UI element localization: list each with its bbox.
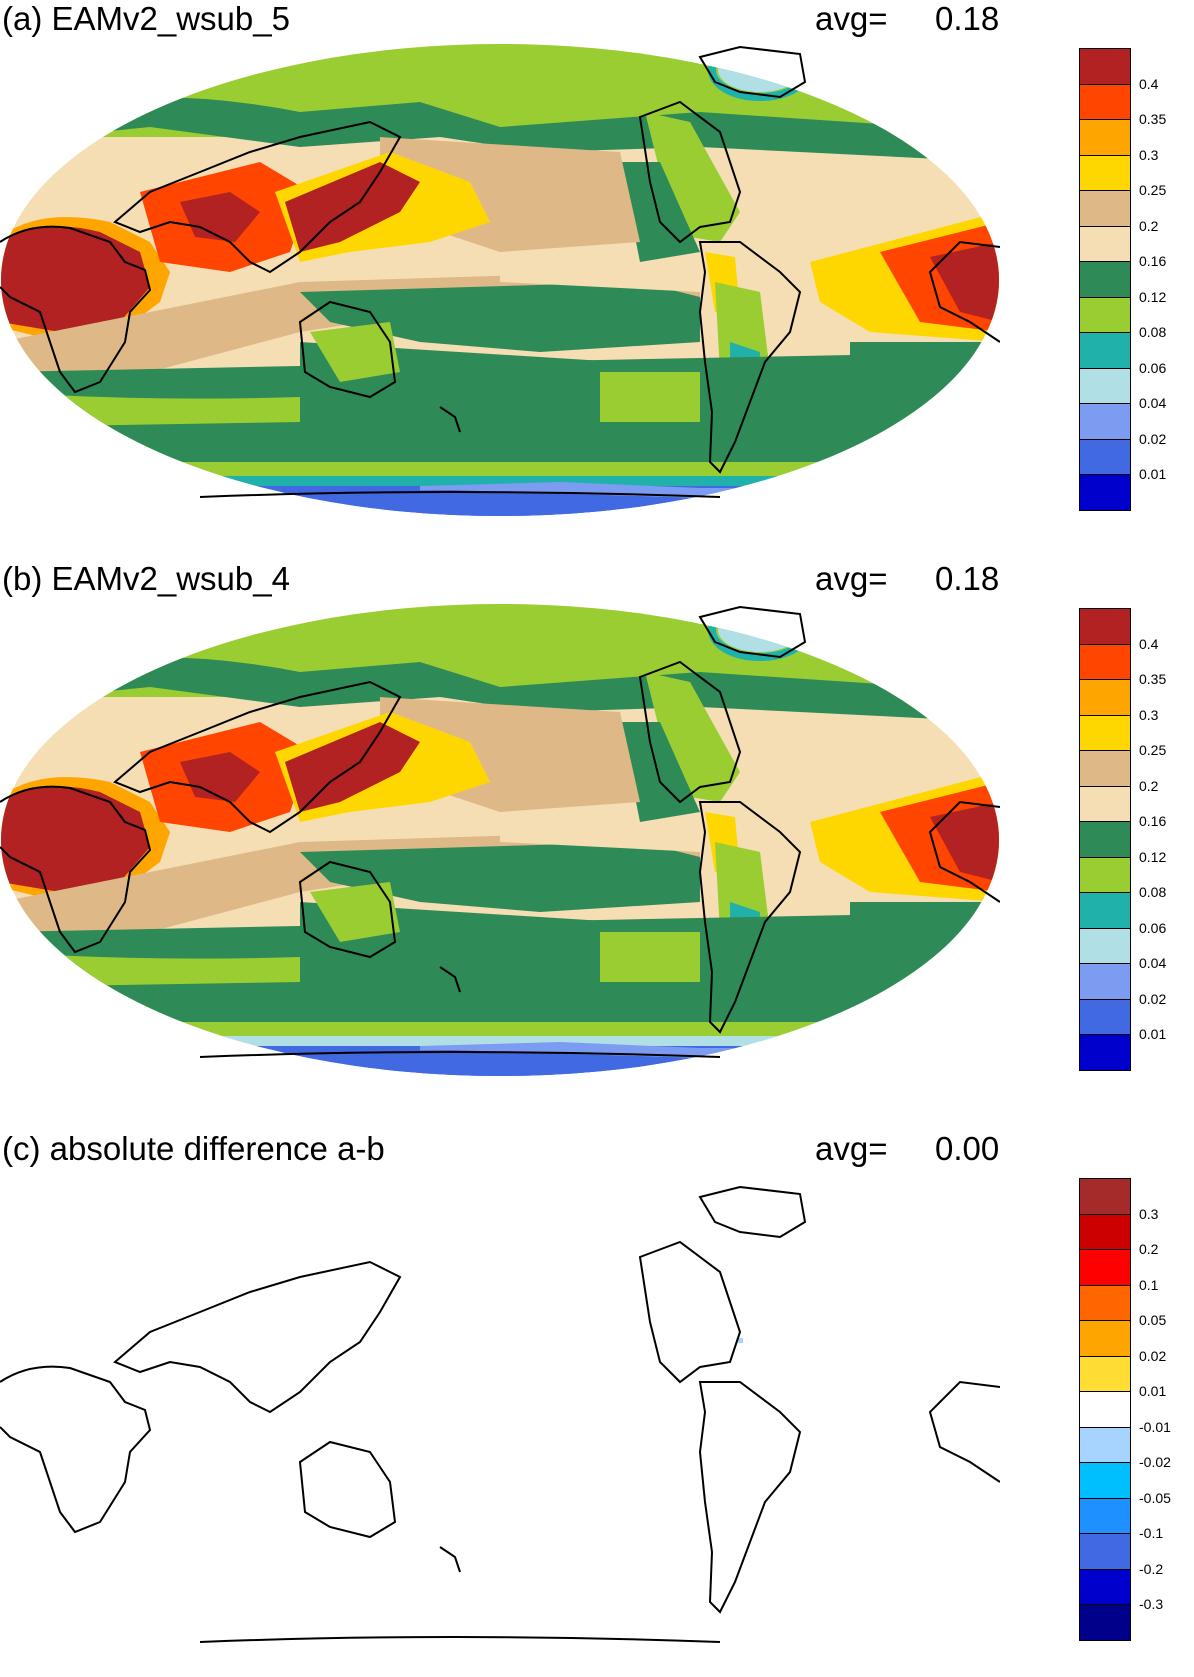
colorbar-swatch [1079,1213,1131,1250]
colorbar-tick-label: -0.1 [1139,1525,1164,1541]
colorbar-tick-label: 0.08 [1139,884,1167,900]
colorbar-swatch [1079,963,1131,1000]
colorbar-tick-label: 0.16 [1139,253,1167,269]
avg-value: 0.18 [935,560,1000,597]
coastlines [0,1185,1000,1643]
colorbar-tick-label: 0.06 [1139,919,1167,936]
colorbar-swatch [1079,927,1131,964]
colorbar-tick-label: 0.1 [1139,1276,1159,1293]
colorbar-swatch [1079,1320,1131,1357]
colorbar-tick-label: -0.2 [1139,1560,1164,1577]
colorbar-swatch [1079,119,1131,156]
colorbar-swatch [1079,332,1131,369]
colorbar-swatch [1079,83,1131,120]
colorbar-tick-label: 0.4 [1139,635,1159,652]
colorbar-swatch [1079,403,1131,440]
avg-label: avg= [815,560,888,597]
colorbar-swatch [1079,1533,1131,1570]
field-layer [1,1174,999,1666]
colorbar-tick-label: 0.4 [1139,75,1159,92]
colorbar-swatch [1079,1497,1131,1534]
colorbar-tick-label: 0.02 [1139,990,1167,1007]
colorbar-swatch [1079,1462,1131,1499]
colorbar-tick-label: 0.04 [1139,955,1167,971]
colorbar-tick-label: 0.2 [1139,777,1159,794]
colorbar-swatch [1079,1284,1131,1321]
map-a [0,44,1000,516]
colorbar-swatch [1079,48,1131,85]
panel-title: (c) absolute difference a-b [2,1130,385,1167]
avg-value: 0.00 [935,1130,1000,1167]
colorbar-swatch [1079,714,1131,751]
colorbar-tick-label: 0.06 [1139,359,1167,376]
colorbar-tick-label: -0.02 [1139,1454,1171,1470]
colorbar-tick-label: -0.3 [1139,1596,1164,1612]
colorbar-swatch [1079,679,1131,716]
colorbar-tick-label: 0.3 [1139,1205,1159,1222]
colorbar-swatch [1079,296,1131,333]
colorbar-tick-label: 0.02 [1139,430,1167,447]
colorbar-tick-label: 0.3 [1139,706,1159,723]
colorbar-swatch [1079,1426,1131,1463]
colorbar-tick-label: 0.08 [1139,324,1167,340]
colorbar-tick-label: 0.01 [1139,1026,1167,1042]
colorbar-tick-label: 0.01 [1139,1383,1167,1399]
colorbar-tick-label: 0.05 [1139,1312,1167,1328]
colorbar-swatch [1079,261,1131,298]
colorbar-swatch [1079,1178,1131,1215]
colorbar-swatch [1079,821,1131,858]
panel-b: (b) EAMv2_wsub_4 avg= 0.18 [0,560,1194,1100]
panel-title: (b) EAMv2_wsub_4 [2,560,290,597]
colorbar-swatch [1079,225,1131,262]
panel-title: (a) EAMv2_wsub_5 [2,0,290,37]
avg-label: avg= [815,0,888,37]
map-b [0,604,1000,1076]
coastlines [0,605,1000,1058]
panel-a: (a) EAMv2_wsub_5 avg= 0.18 [0,0,1194,535]
colorbar-swatch [1079,438,1131,475]
colorbar-swatch [1079,643,1131,680]
small-negative-cell [738,1338,743,1343]
colorbar-swatch [1079,474,1131,511]
field-layer [1,44,999,516]
colorbar-tick-label: 0.2 [1139,217,1159,234]
colorbar-swatch [1079,1355,1131,1392]
colorbar-swatch [1079,1034,1131,1071]
coastlines [0,45,1000,498]
map-c [0,1174,1000,1666]
colorbar-swatch [1079,785,1131,822]
colorbar-tick-label: 0.25 [1139,742,1167,758]
colorbar-swatch [1079,750,1131,787]
colorbar-tick-label: 0.04 [1139,395,1167,411]
colorbar-swatch [1079,892,1131,929]
colorbar-swatch [1079,190,1131,227]
colorbar-tick-label: 0.35 [1139,111,1167,127]
colorbar-tick-label: 0.12 [1139,288,1167,305]
colorbar-swatch [1079,856,1131,893]
colorbar-tick-label: 0.01 [1139,466,1167,482]
colorbar-tick-label: 0.16 [1139,813,1167,829]
panel-c: (c) absolute difference a-b avg= 0.00 0.… [0,1130,1194,1677]
colorbar-swatch [1079,608,1131,645]
colorbar-swatch [1079,154,1131,191]
colorbar-tick-label: 0.25 [1139,182,1167,198]
colorbar-tick-label: 0.3 [1139,146,1159,163]
colorbar-swatch [1079,1249,1131,1286]
colorbar-swatch [1079,998,1131,1035]
colorbar-swatch [1079,1568,1131,1605]
avg-label: avg= [815,1130,888,1167]
colorbar-tick-label: 0.2 [1139,1241,1159,1257]
colorbar-swatch [1079,1391,1131,1428]
colorbar-tick-label: -0.05 [1139,1489,1171,1506]
colorbar-swatch [1079,1604,1131,1641]
field-layer [1,604,999,1076]
avg-value: 0.18 [935,0,1000,37]
colorbar-tick-label: 0.35 [1139,671,1167,687]
colorbar-tick-label: 0.02 [1139,1347,1167,1364]
colorbar-swatch [1079,367,1131,404]
colorbar-tick-label: 0.12 [1139,848,1167,865]
colorbar-tick-label: -0.01 [1139,1418,1171,1435]
